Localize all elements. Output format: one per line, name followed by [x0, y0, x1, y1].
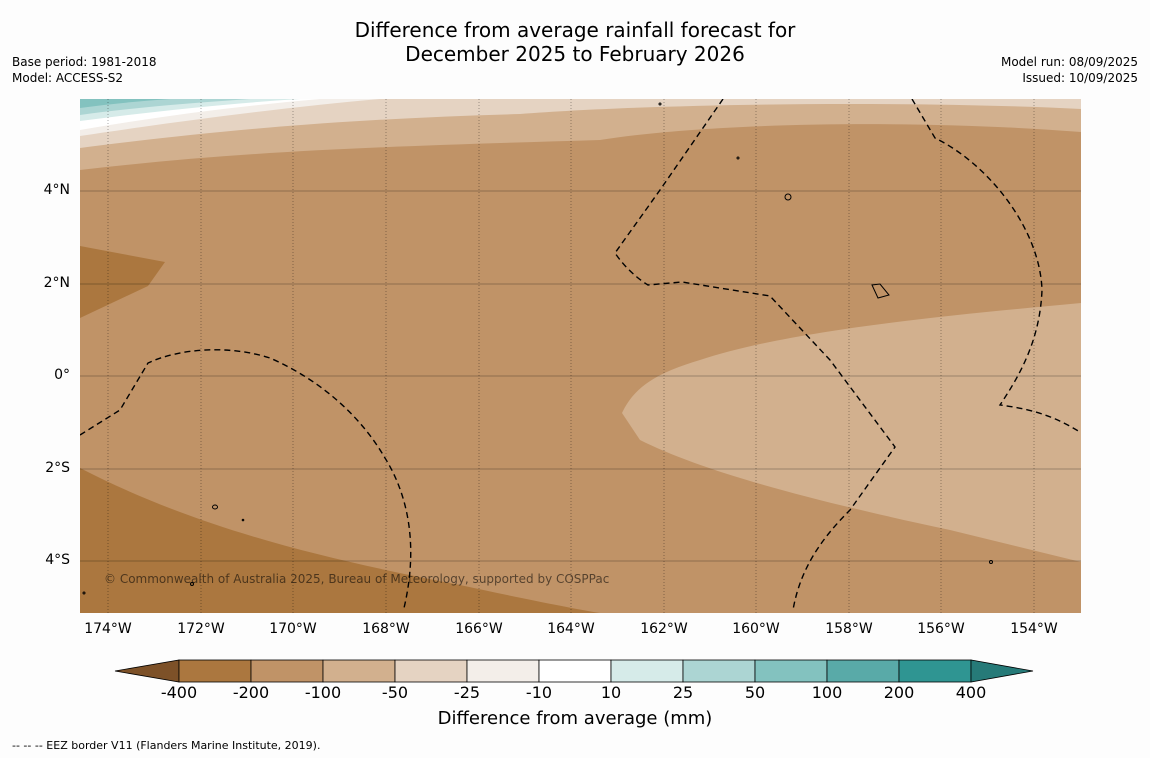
model-info: Base period: 1981-2018 Model: ACCESS-S2 [12, 54, 157, 86]
lon-label-156w: 156°W [917, 621, 965, 637]
model-run: Model run: 08/09/2025 [1000, 55, 1138, 69]
lon-label-174w: 174°W [84, 621, 132, 637]
latitude-lines [80, 190, 1081, 562]
colorbar-tick: -25 [453, 683, 481, 702]
islands [82, 102, 993, 595]
lon-label-164w: 164°W [547, 621, 595, 637]
lat-label-0: 0° [54, 367, 70, 383]
lat-label-4s: 4°S [45, 552, 70, 568]
colorbar-segment [538, 659, 612, 683]
run-info: Model run: 08/09/2025 Issued: 10/09/2025 [1001, 54, 1138, 86]
lon-label-166w: 166°W [455, 621, 503, 637]
lat-label-4n: 4°N [43, 182, 70, 198]
colorbar-extend-low [114, 659, 180, 683]
colorbar-tick: 100 [811, 683, 843, 702]
lon-label-168w: 168°W [362, 621, 410, 637]
colorbar-tick: 10 [600, 683, 622, 702]
copyright-notice: © Commonwealth of Australia 2025, Bureau… [104, 572, 610, 586]
eez-borders [80, 99, 1081, 611]
lat-label-2n: 2°N [43, 275, 70, 291]
lon-label-154w: 154°W [1010, 621, 1058, 637]
colorbar-tick: -200 [232, 683, 270, 702]
colorbar-tick: 400 [955, 683, 987, 702]
colorbar-tick: -100 [304, 683, 342, 702]
map-title: Difference from average rainfall forecas… [0, 18, 1150, 66]
lon-label-160w: 160°W [732, 621, 780, 637]
lon-label-170w: 170°W [269, 621, 317, 637]
colorbar-tick: -50 [381, 683, 409, 702]
colorbar-segment [826, 659, 900, 683]
north-band-pos100 [80, 99, 170, 108]
colorbar-tick: -10 [525, 683, 553, 702]
colorbar-segment [898, 659, 972, 683]
colorbar [114, 659, 1034, 683]
issued-date: Issued: 10/09/2025 [1022, 71, 1138, 85]
colorbar-segment [682, 659, 756, 683]
colorbar-segment [178, 659, 252, 683]
colorbar-segment [250, 659, 324, 683]
model-name: Model: ACCESS-S2 [12, 71, 124, 85]
colorbar-extend-high [970, 659, 1034, 683]
title-line-1: Difference from average rainfall forecas… [354, 18, 796, 42]
colorbar-segment [754, 659, 828, 683]
lon-label-158w: 158°W [825, 621, 873, 637]
colorbar-segment [322, 659, 396, 683]
colorbar-segment [394, 659, 468, 683]
footnote: -- -- -- EEZ border V11 (Flanders Marine… [12, 739, 321, 752]
colorbar-segment [466, 659, 540, 683]
lon-label-172w: 172°W [177, 621, 225, 637]
southwest-dry-region [80, 468, 600, 613]
colorbar-tick: 200 [883, 683, 915, 702]
colorbar-tick: -400 [160, 683, 198, 702]
title-line-2: December 2025 to February 2026 [405, 42, 745, 66]
north-band-50 [80, 99, 1081, 148]
equatorial-tongue [622, 303, 1081, 562]
lat-label-2s: 2°S [45, 460, 70, 476]
colorbar-title: Difference from average (mm) [437, 708, 713, 729]
colorbar-tick: 50 [744, 683, 766, 702]
west-dry-patch [80, 246, 165, 318]
lon-label-162w: 162°W [640, 621, 688, 637]
colorbar-tick: 25 [672, 683, 694, 702]
map-area [80, 99, 1081, 613]
base-period: Base period: 1981-2018 [12, 55, 157, 69]
colorbar-segment [610, 659, 684, 683]
